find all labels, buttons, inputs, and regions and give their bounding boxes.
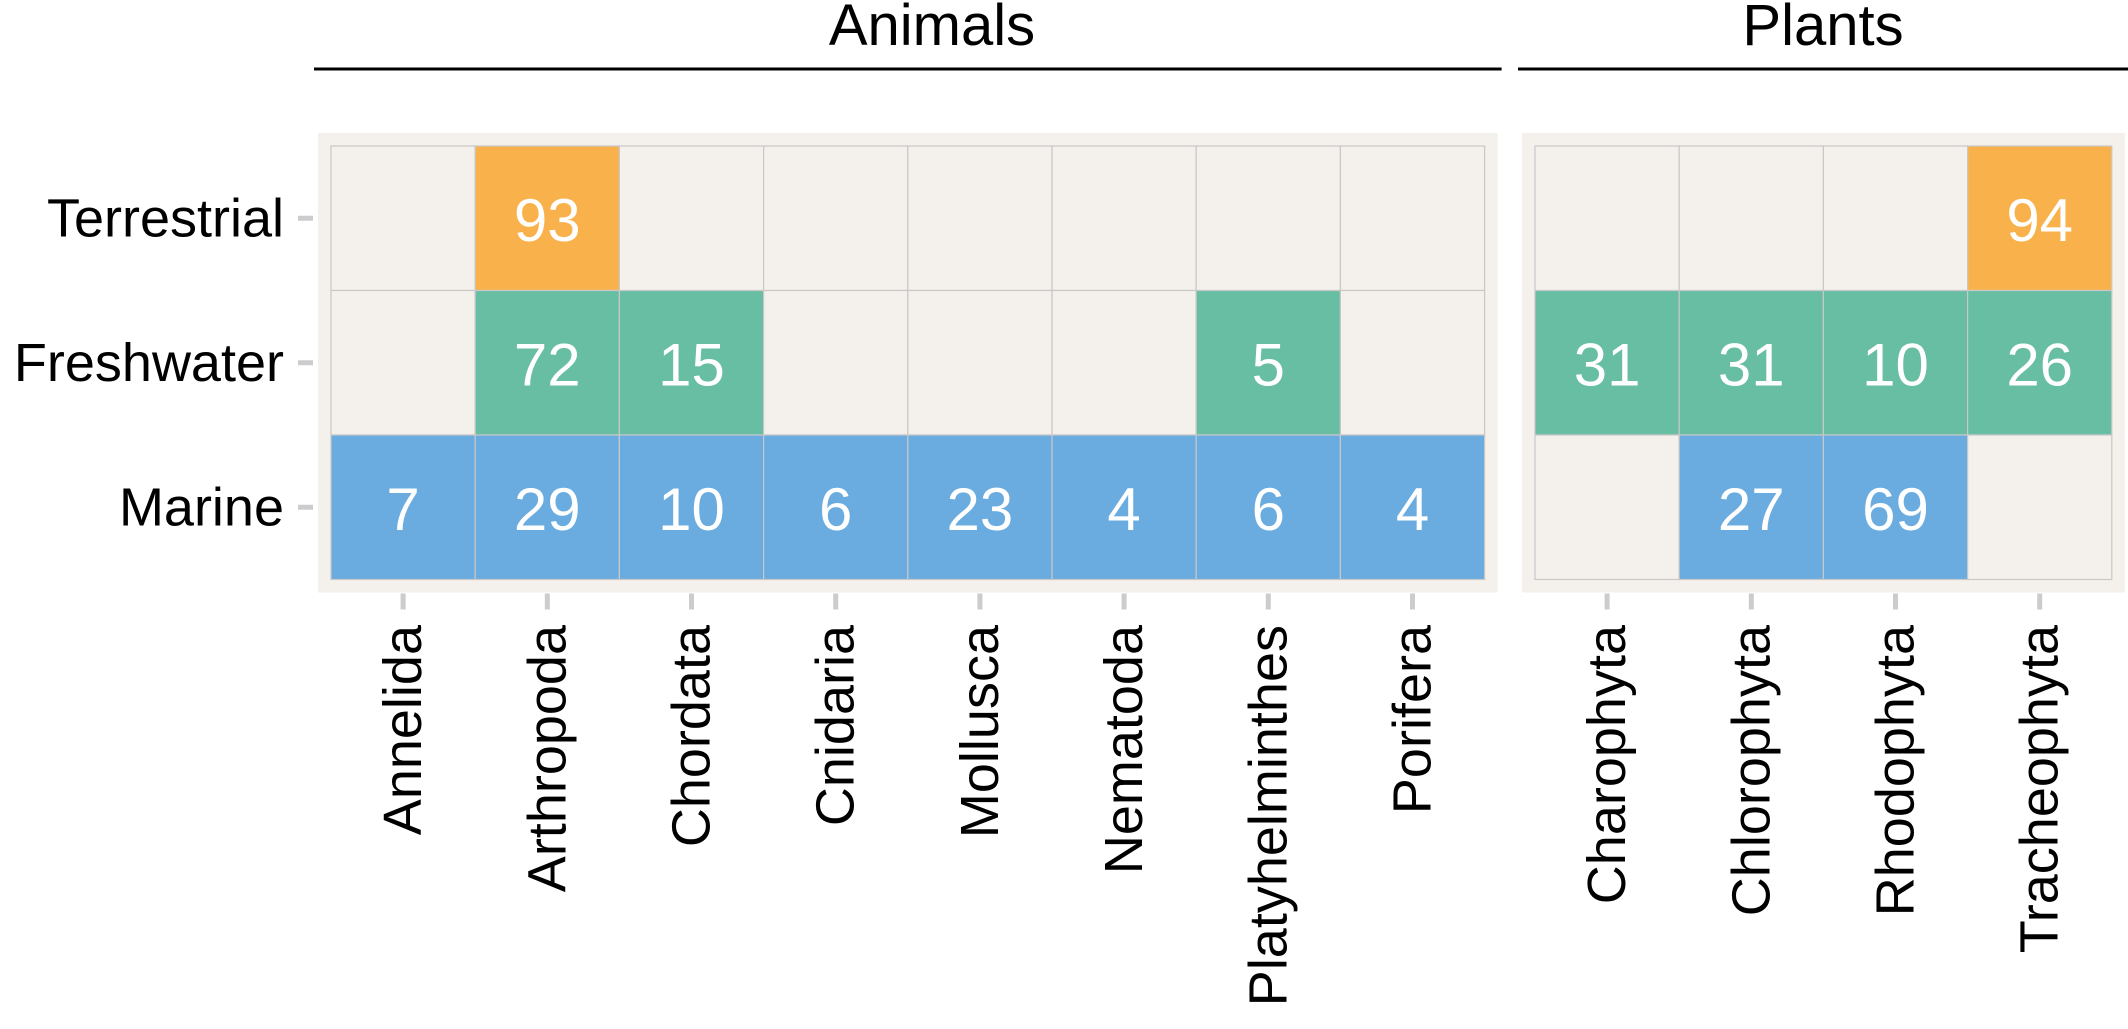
row-label-marine: Marine [119, 477, 284, 537]
cell-value-label: 4 [1107, 476, 1140, 543]
cell-value-label: 31 [1574, 331, 1641, 398]
cell-value-label: 5 [1252, 331, 1285, 398]
heatmap-cell [618, 145, 765, 292]
heatmap-cell [1822, 145, 1969, 292]
heatmap-cell [1966, 289, 2113, 436]
heatmap-cell [1678, 145, 1824, 292]
cell-value-label: 6 [1252, 476, 1285, 543]
cell-value-label: 7 [386, 476, 419, 543]
cell-value-label: 6 [819, 476, 852, 543]
col-label-platyhelminthes: Platyhelminthes [1238, 625, 1298, 1006]
heatmap-cell [1339, 145, 1486, 292]
heatmap-cell [762, 434, 909, 581]
heatmap-cell [762, 145, 909, 292]
row-label-terrestrial: Terrestrial [47, 188, 284, 248]
cell-value-label: 69 [1862, 476, 1929, 543]
heatmap-cell [907, 289, 1053, 436]
cell-value-label: 72 [514, 331, 581, 398]
panel-plants: Plants 94 31 31 10 26 27 69 Charophyta Chlorophyt… [1518, 0, 2128, 953]
heatmap-cell [618, 289, 765, 436]
heatmap-cell [1339, 289, 1486, 436]
cell-value-label: 94 [2006, 187, 2073, 254]
cell-value-label: 26 [2006, 331, 2073, 398]
heatmap-cell [1195, 289, 1341, 436]
col-label-porifera: Porifera [1383, 624, 1443, 814]
cell-value-label: 31 [1718, 331, 1785, 398]
cell-value-label: 10 [1862, 331, 1929, 398]
panel-title-plants: Plants [1742, 0, 1903, 58]
heatmap-cell [330, 145, 476, 292]
heatmap-cell [1051, 434, 1197, 581]
heatmap-cell [1339, 434, 1486, 581]
panel-animals: Animals 93 72 15 5 7 29 10 6 23 4 6 4 Annelida Arthrop… [314, 0, 1502, 1006]
heatmap-cell [1966, 145, 2113, 292]
heatmap-cell [907, 145, 1053, 292]
col-label-charophyta: Charophyta [1577, 624, 1637, 904]
col-label-mollusca: Mollusca [950, 624, 1010, 838]
heatmap-cell [1534, 434, 1680, 581]
heatmap-cell [1051, 145, 1197, 292]
heatmap-cell [762, 289, 909, 436]
col-label-nematoda: Nematoda [1094, 624, 1154, 874]
cell-value-label: 10 [658, 476, 725, 543]
cell-value-label: 15 [658, 331, 725, 398]
col-label-annelida: Annelida [373, 624, 433, 835]
cell-value-label: 93 [514, 187, 581, 254]
col-label-arthropoda: Arthropoda [517, 624, 577, 892]
heatmap-cell [1195, 145, 1341, 292]
heatmap-cell [474, 434, 621, 581]
panel-title-animals: Animals [829, 0, 1035, 58]
cell-value-label: 29 [514, 476, 581, 543]
heatmap-cell [474, 289, 621, 436]
col-label-tracheophyta: Tracheophyta [2010, 624, 2070, 953]
cell-value-label: 4 [1396, 476, 1429, 543]
heatmap-cell [330, 289, 476, 436]
col-label-chordata: Chordata [662, 624, 722, 847]
col-label-rhodophyta: Rhodophyta [1866, 624, 1926, 916]
heatmap-cell [1534, 145, 1680, 292]
row-label-freshwater: Freshwater [14, 333, 284, 393]
cell-value-label: 23 [947, 476, 1014, 543]
heatmap-cell [1678, 289, 1824, 436]
cell-value-label: 27 [1718, 476, 1785, 543]
heatmap-cell [1966, 434, 2113, 581]
heatmap-cell [618, 434, 765, 581]
heatmap-cell [1051, 289, 1197, 436]
heatmap-cell [330, 434, 476, 581]
heatmap-cell [1195, 434, 1341, 581]
col-label-cnidaria: Cnidaria [806, 624, 866, 826]
heatmap-cell [907, 434, 1053, 581]
col-label-chlorophyta: Chlorophyta [1721, 624, 1781, 916]
heatmap-cell [1534, 289, 1680, 436]
heatmap-cell [1678, 434, 1824, 581]
